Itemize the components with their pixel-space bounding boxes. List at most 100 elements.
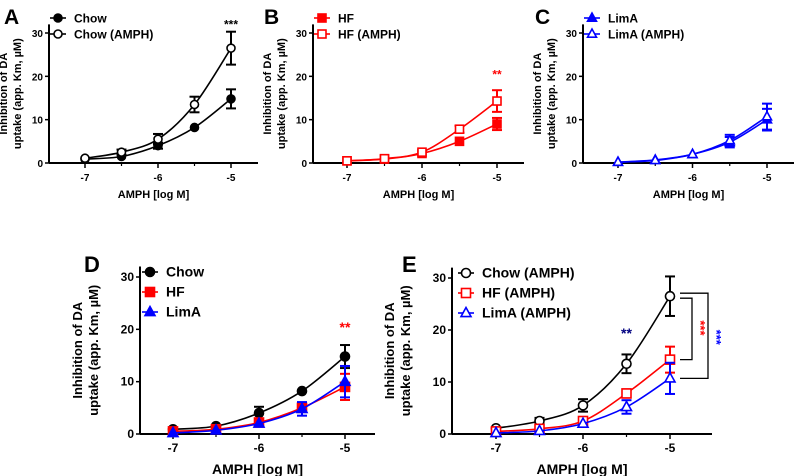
marker-triangle-open — [586, 27, 598, 39]
marker-square-open — [492, 96, 502, 106]
legend-item: HF — [314, 12, 354, 26]
panel-label: A — [4, 6, 19, 29]
y-axis-label: Inhibition of DAuptake (app. Km, µM) — [382, 285, 413, 416]
significance-stars: ** — [621, 325, 632, 341]
x-tick-label: -6 — [418, 173, 427, 184]
series-lima-amph- — [489, 361, 677, 438]
panel-D: D 0 10 20 30 -7 -6 -5 AMPH [log M] Inhibition of … — [70, 252, 375, 476]
legend-item: Chow — [50, 12, 107, 26]
marker-circle-open — [189, 99, 200, 110]
marker-circle-filled — [226, 94, 236, 104]
legend-item: LimA — [584, 11, 638, 26]
panel-C: C 0 10 20 30 -7 -6 -5 AMPH [log M] Inhibition of … — [532, 6, 794, 201]
marker-triangle-open — [459, 305, 473, 318]
y-tick-label: 0 — [37, 159, 43, 170]
panel-A: A 0 10 20 30 -7 -6 -5 AMPH [log M] Inhibition of … — [0, 6, 258, 201]
significance-bracket — [680, 292, 709, 380]
y-axis-label-line: Inhibition of DA — [70, 301, 85, 398]
panel-B: B 0 10 20 30 -7 -6 -5 AMPH [log M] Inhibition of … — [262, 6, 524, 201]
marker-circle-open — [577, 400, 589, 411]
marker-square-open — [621, 388, 632, 399]
marker-square-open — [454, 124, 465, 134]
y-tick-label: 0 — [301, 159, 307, 170]
legend-label: Chow (AMPH) — [74, 28, 153, 42]
marker-circle-open — [116, 147, 127, 157]
legend-item: Chow — [142, 264, 204, 280]
legend-label: LimA (AMPH) — [482, 305, 571, 321]
y-axis-label-line: uptake (app. Km, µM) — [12, 38, 24, 149]
marker-circle-open — [153, 134, 163, 144]
x-tick-label: -7 — [614, 173, 623, 184]
legend-item: LimA — [142, 304, 201, 320]
x-tick-label: -5 — [340, 441, 351, 455]
legend-item: LimA (AMPH) — [584, 27, 684, 42]
y-tick-label: 10 — [32, 116, 44, 127]
significance-stars: *** — [224, 18, 238, 32]
marker-circle-filled — [296, 385, 308, 397]
y-tick-label: 30 — [121, 270, 135, 284]
y-axis-label-line: uptake (app. Km, µM) — [86, 285, 101, 416]
x-axis-label: AMPH [log M] — [653, 189, 725, 201]
marker-triangle-filled — [586, 11, 598, 23]
marker-circle-open — [226, 43, 236, 53]
significance-stars: *** — [693, 320, 708, 336]
marker-square-filled — [317, 13, 327, 23]
marker-triangle-filled — [166, 425, 180, 438]
marker-triangle-open — [612, 155, 624, 167]
marker-triangle-open — [533, 423, 546, 436]
marker-circle-filled — [339, 351, 351, 362]
legend-label: Chow — [74, 12, 107, 26]
x-tick-label: -6 — [254, 441, 265, 455]
marker-square-open — [342, 156, 352, 166]
y-tick-label: 30 — [433, 271, 447, 285]
marker-circle-open — [621, 358, 632, 370]
marker-square-open — [417, 147, 427, 157]
y-axis-label-line: Inhibition of DA — [262, 53, 274, 135]
legend-label: LimA — [608, 12, 638, 26]
legend-label: LimA — [166, 304, 201, 320]
x-tick-label: -5 — [665, 441, 676, 455]
y-tick-label: 20 — [32, 72, 44, 83]
marker-triangle-open — [649, 153, 662, 165]
x-tick-label: -7 — [343, 173, 352, 184]
y-tick-label: 20 — [296, 72, 308, 83]
x-tick-label: -6 — [154, 173, 163, 184]
legend-label: HF (AMPH) — [338, 28, 401, 42]
y-axis-label-line: uptake (app. Km, µM) — [398, 285, 413, 416]
panel-label: C — [535, 6, 550, 29]
marker-triangle-filled — [209, 423, 223, 435]
y-axis-label: Inhibition of DAuptake (app. Km, µM) — [70, 285, 101, 416]
y-axis-label-line: uptake (app. Km, µM) — [276, 38, 288, 149]
y-tick-label: 20 — [433, 323, 447, 337]
series-chow-amph- — [80, 30, 236, 164]
y-axis-label-line: Inhibition of DA — [532, 53, 544, 135]
panel-label: B — [264, 6, 279, 29]
marker-triangle-open — [576, 416, 590, 429]
marker-triangle-open — [620, 399, 633, 412]
series-lima-amph- — [612, 102, 773, 167]
x-axis-label: AMPH [log M] — [212, 461, 303, 476]
legend-label: HF — [338, 12, 354, 26]
y-tick-label: 10 — [296, 116, 308, 127]
marker-triangle-open — [723, 133, 736, 145]
marker-triangle-open — [686, 147, 699, 159]
marker-circle-open — [460, 267, 472, 279]
y-tick-label: 30 — [32, 29, 44, 40]
marker-triangle-filled — [338, 374, 352, 387]
marker-circle-filled — [144, 266, 156, 278]
marker-triangle-filled — [143, 304, 157, 317]
legend-item: LimA (AMPH) — [458, 305, 571, 321]
series-hf-amph- — [342, 89, 502, 166]
x-tick-label: -6 — [578, 441, 589, 455]
panel-label: D — [84, 252, 100, 277]
x-axis-label: AMPH [log M] — [537, 461, 628, 476]
x-tick-label: -5 — [493, 173, 502, 184]
legend-item: HF (AMPH) — [314, 28, 401, 42]
panel-label: E — [402, 252, 417, 277]
x-tick-label: -5 — [227, 173, 236, 184]
y-tick-label: 20 — [121, 322, 135, 336]
y-axis-label-line: Inhibition of DA — [382, 302, 397, 399]
marker-circle-filled — [53, 13, 63, 23]
